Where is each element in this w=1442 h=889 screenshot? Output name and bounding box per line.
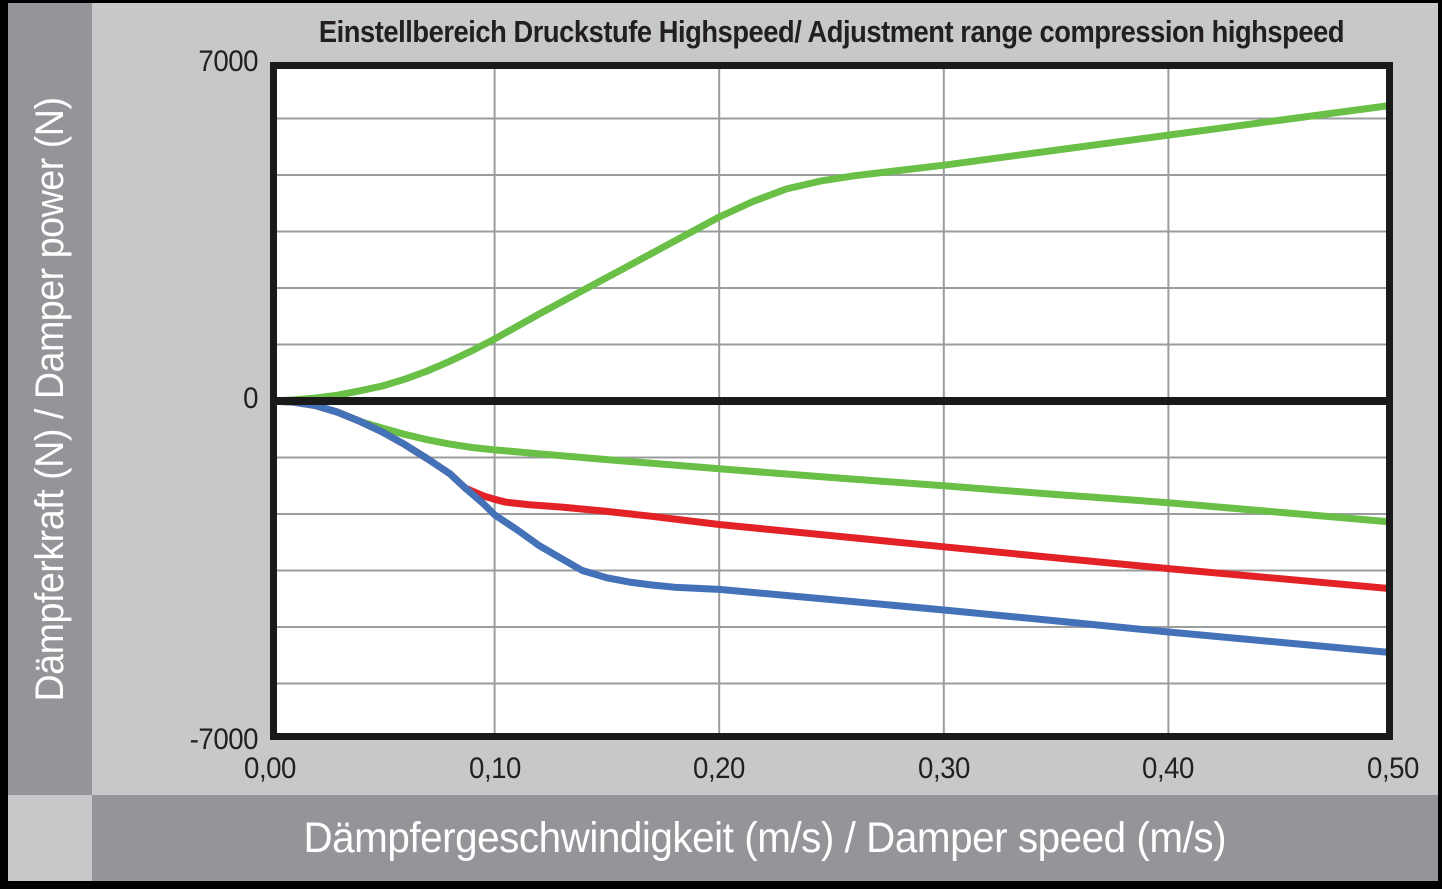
y-tick-label: 0	[243, 382, 258, 415]
x-tick-label: 0,20	[693, 752, 746, 785]
x-tick-label: 0,30	[917, 752, 970, 785]
plot-border	[270, 62, 1393, 740]
x-tick-label: 0,10	[468, 752, 521, 785]
x-tick-label: 0,50	[1367, 752, 1419, 785]
y-axis-label: Dämpferkraft (N) / Damper power (N)	[27, 96, 72, 702]
y-tick-label: -7000	[189, 723, 259, 756]
x-tick-labels: 0,00 0,10 0,20 0,30 0,40 0,50	[92, 751, 1438, 791]
chart-area: Einstellbereich Druckstufe Highspeed/ Ad…	[92, 3, 1438, 795]
chart-title-container: Einstellbereich Druckstufe Highspeed/ Ad…	[270, 9, 1393, 55]
x-axis-label-strip: Dämpfergeschwindigkeit (m/s) / Damper sp…	[92, 795, 1438, 881]
x-tick-label: 0,40	[1142, 752, 1195, 785]
series-rebound-green-lower	[270, 397, 1393, 526]
series-rebound-red-middle	[270, 397, 1393, 593]
y-axis-label-strip: Dämpferkraft (N) / Damper power (N)	[8, 3, 92, 795]
chart-plot-svg	[270, 62, 1393, 740]
series-compression-highspeed-max-green-upper	[270, 101, 1393, 405]
bottom-left-corner-cell	[8, 795, 92, 881]
series-rebound-blue-lowest	[270, 397, 1393, 657]
x-axis-label: Dämpfergeschwindigkeit (m/s) / Damper sp…	[303, 813, 1227, 862]
chart-title: Einstellbereich Druckstufe Highspeed/ Ad…	[318, 14, 1345, 49]
y-tick-label: 7000	[198, 45, 258, 78]
x-tick-label: 0,00	[244, 752, 296, 785]
